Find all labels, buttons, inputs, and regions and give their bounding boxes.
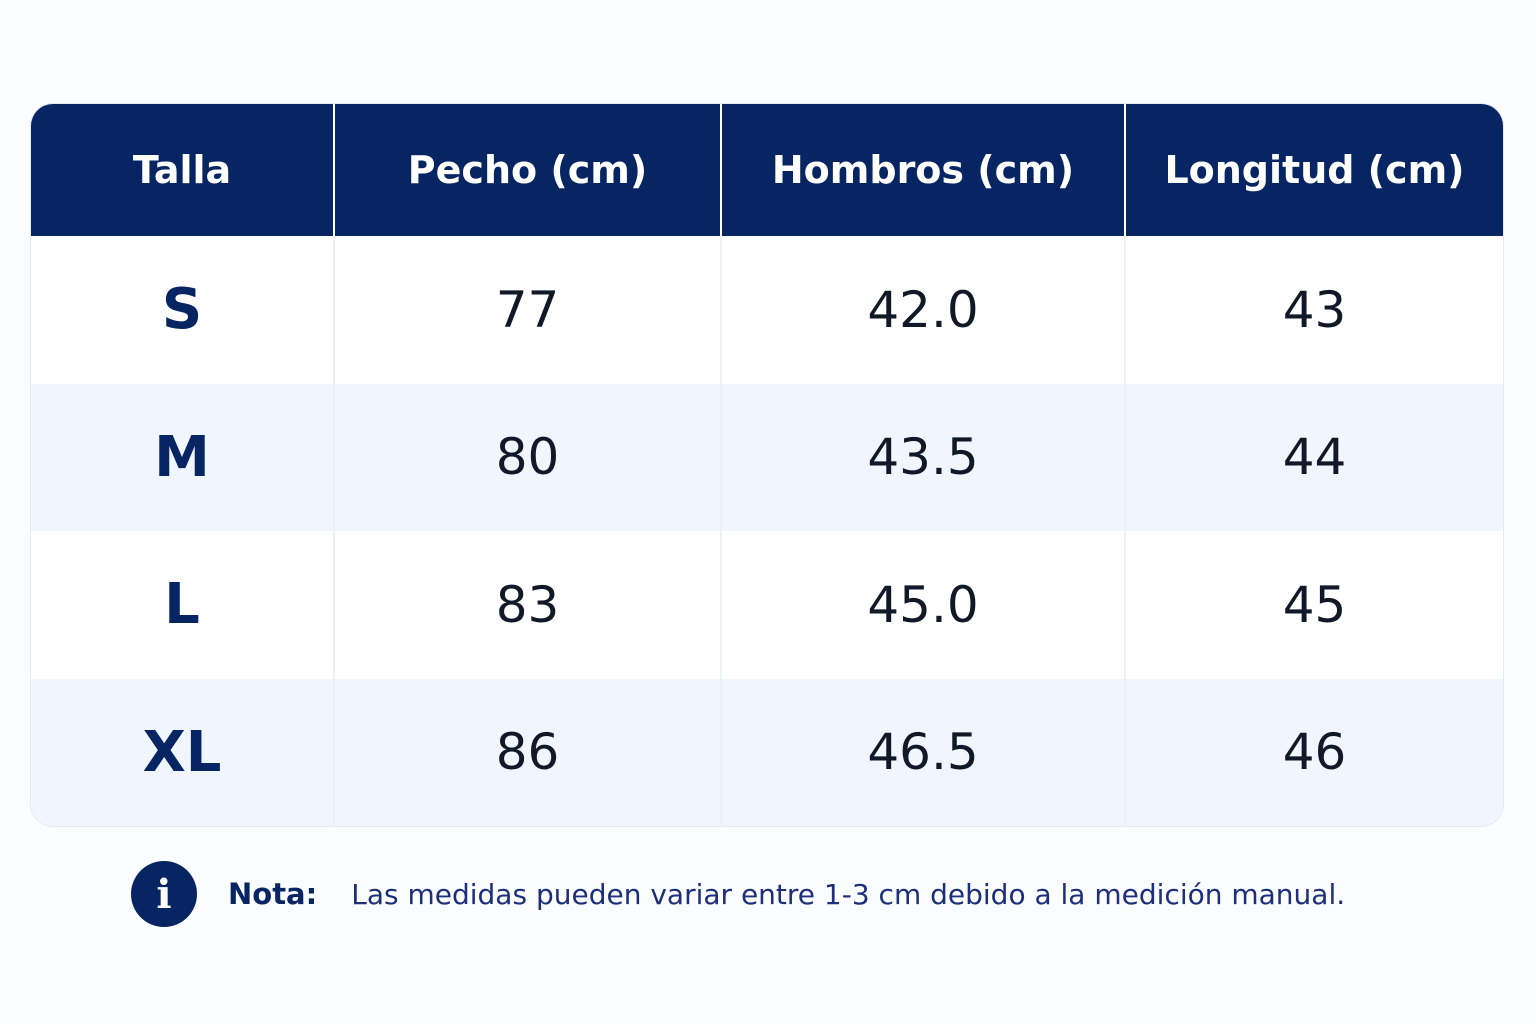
header-row: Talla Pecho (cm) Hombros (cm) Longitud (… [31,104,1503,236]
chest-cell: 83 [334,531,722,679]
size-cell: XL [31,678,335,826]
size-cell: M [31,383,335,531]
length-cell: 44 [1125,383,1503,531]
table-header: Talla Pecho (cm) Hombros (cm) Longitud (… [31,104,1503,236]
info-icon: i [131,861,197,927]
table-row: XL 86 46.5 46 [31,678,1503,826]
size-cell: S [31,236,335,384]
shoulders-cell: 45.0 [721,531,1126,679]
shoulders-cell: 43.5 [721,383,1126,531]
header-length: Longitud (cm) [1125,104,1503,236]
length-cell: 43 [1125,236,1503,384]
chest-cell: 80 [334,383,722,531]
header-chest: Pecho (cm) [334,104,722,236]
table-body: S 77 42.0 43 M 80 43.5 44 L 83 45.0 45 X… [31,236,1503,826]
length-cell: 45 [1125,531,1503,679]
shoulders-cell: 42.0 [721,236,1126,384]
measurement-note: i Nota: Las medidas pueden variar entre … [131,861,1345,927]
table-row: S 77 42.0 43 [31,236,1503,384]
table-row: L 83 45.0 45 [31,531,1503,679]
note-label: Nota: [228,877,318,911]
header-shoulders: Hombros (cm) [721,104,1126,236]
size-cell: L [31,531,335,679]
shoulders-cell: 46.5 [721,678,1126,826]
length-cell: 46 [1125,678,1503,826]
chest-cell: 86 [334,678,722,826]
chest-cell: 77 [334,236,722,384]
note-text: Las medidas pueden variar entre 1-3 cm d… [351,877,1346,911]
size-chart-table: Talla Pecho (cm) Hombros (cm) Longitud (… [31,104,1503,826]
header-size: Talla [31,104,335,236]
size-table: Talla Pecho (cm) Hombros (cm) Longitud (… [31,104,1503,826]
table-row: M 80 43.5 44 [31,383,1503,531]
